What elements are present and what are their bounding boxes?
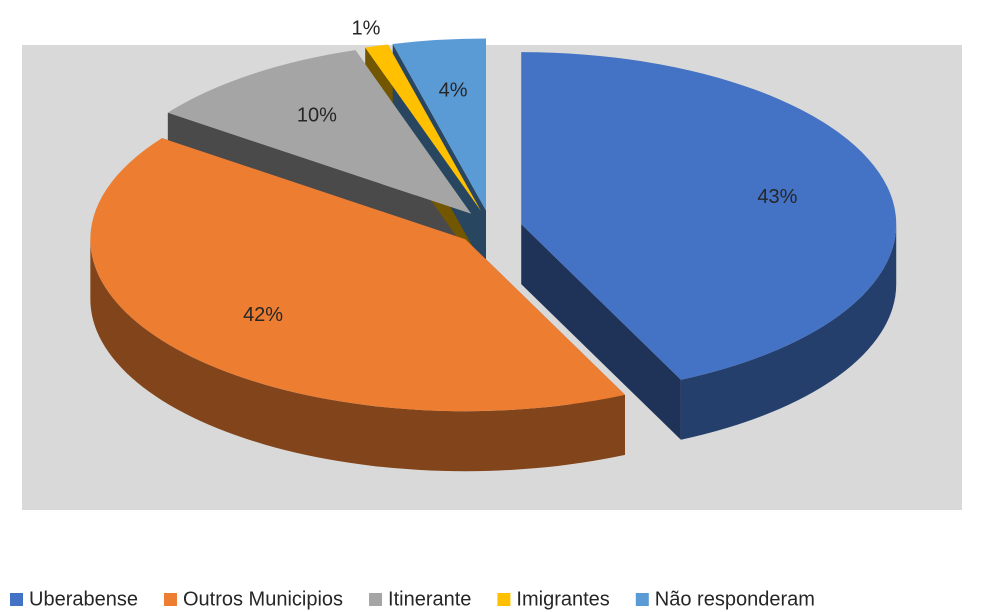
data-label: 10% (297, 105, 337, 127)
legend-swatch (497, 593, 511, 606)
slice (90, 138, 626, 412)
legend-swatch (10, 593, 23, 606)
legend-swatch (163, 593, 177, 606)
legend-swatch (635, 593, 649, 606)
data-label: 42% (243, 304, 283, 326)
legend-swatch (369, 593, 383, 606)
slice (167, 50, 472, 214)
data-label: 1% (352, 18, 381, 40)
legend-label: Outros Municipios (183, 588, 343, 610)
slice-face (521, 224, 681, 440)
slice (392, 38, 486, 211)
legend-label: Imigrantes (516, 588, 609, 610)
slice (521, 52, 897, 380)
slice-wall (680, 224, 897, 440)
data-label: 43% (757, 186, 797, 208)
slice (365, 44, 482, 212)
slice-tops (90, 38, 897, 412)
data-label: 4% (439, 79, 468, 101)
legend-label: Uberabense (29, 588, 138, 610)
slice-wall (90, 239, 626, 472)
legend-label: Itinerante (388, 588, 471, 610)
legend-label: Não responderam (655, 588, 815, 610)
